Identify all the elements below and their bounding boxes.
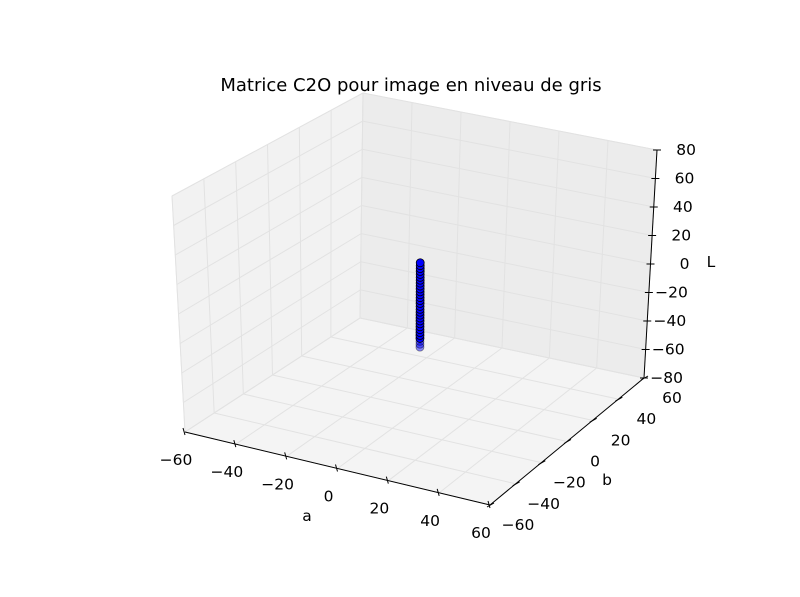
z-tick-label: 0 (680, 255, 690, 273)
y-tick-mark (563, 439, 572, 444)
grid-line-z (361, 233, 649, 293)
grid-line-z (362, 120, 656, 179)
y-tick-mark (615, 396, 623, 402)
grid-line-z (360, 289, 646, 350)
y-tick-label: −60 (502, 516, 535, 534)
z-tick-label: −40 (654, 312, 687, 330)
x-tick-mark (436, 488, 440, 496)
grid-line-z (360, 261, 648, 322)
data-point (415, 258, 425, 268)
y-tick-label: 0 (590, 453, 600, 471)
z-axis-label: L (707, 253, 716, 271)
grid-line-z (362, 148, 654, 208)
y-tick-mark (486, 502, 495, 508)
y-tick-label: 40 (636, 410, 656, 428)
x-tick-mark (233, 440, 237, 448)
grid-line-z (176, 176, 363, 285)
z-tick-label: 20 (671, 227, 691, 245)
grid-line-z (359, 317, 645, 379)
y-tick-label: −20 (553, 474, 586, 492)
grid-line-z (183, 289, 361, 403)
grid-line-z (362, 92, 658, 151)
x-tick-mark (385, 476, 389, 484)
y-tick-label: 20 (611, 431, 631, 449)
grid-line-z (175, 148, 363, 256)
x-tick-label: 40 (420, 512, 440, 530)
z-tick-label: 60 (675, 170, 695, 188)
grid-line-z (361, 176, 653, 236)
x-axis-label: a (302, 507, 312, 525)
grid-line-z (173, 120, 363, 226)
y-tick-label: 60 (662, 389, 682, 407)
y-tick-mark (538, 460, 546, 466)
grid-line-z (178, 205, 362, 315)
x-tick-label: 0 (324, 488, 334, 506)
chart-title: Matrice C2O pour image en niveau de gris (220, 75, 601, 96)
grid-line-y (272, 374, 568, 442)
grid-line-y (214, 412, 516, 485)
z-tick-label: −20 (655, 284, 688, 302)
x-tick-mark (182, 427, 186, 436)
x-tick-mark (487, 500, 491, 509)
chart-panes (171, 92, 658, 506)
chart-points (415, 258, 425, 352)
y-tick-mark (512, 481, 520, 487)
x-tick-label: −40 (210, 463, 243, 481)
grid-line-y (301, 355, 593, 421)
grid-line-y (243, 393, 542, 464)
grid-line-z (181, 261, 362, 374)
grid-line-y (330, 336, 619, 400)
z-tick-label: −80 (650, 369, 683, 387)
chart-grid (171, 92, 658, 506)
z-tick-label: −60 (652, 341, 685, 359)
grid-line-z (361, 205, 651, 265)
data-point (415, 342, 425, 352)
grid-line-z (171, 92, 364, 197)
y-tick-label: −40 (527, 495, 560, 513)
x-tick-label: −60 (160, 451, 193, 469)
z-tick-label: 80 (676, 141, 696, 159)
x-axis-line (184, 431, 491, 506)
grid-line-z (184, 317, 361, 433)
x-tick-mark (335, 464, 338, 472)
x-tick-label: −20 (261, 475, 294, 493)
y-tick-mark (589, 417, 597, 423)
y-axis-label: b (602, 471, 612, 489)
x-tick-label: 20 (369, 500, 389, 518)
z-tick-label: 40 (673, 198, 693, 216)
x-tick-label: 60 (471, 524, 491, 542)
grid-line-z (179, 233, 362, 344)
x-tick-mark (284, 452, 288, 460)
